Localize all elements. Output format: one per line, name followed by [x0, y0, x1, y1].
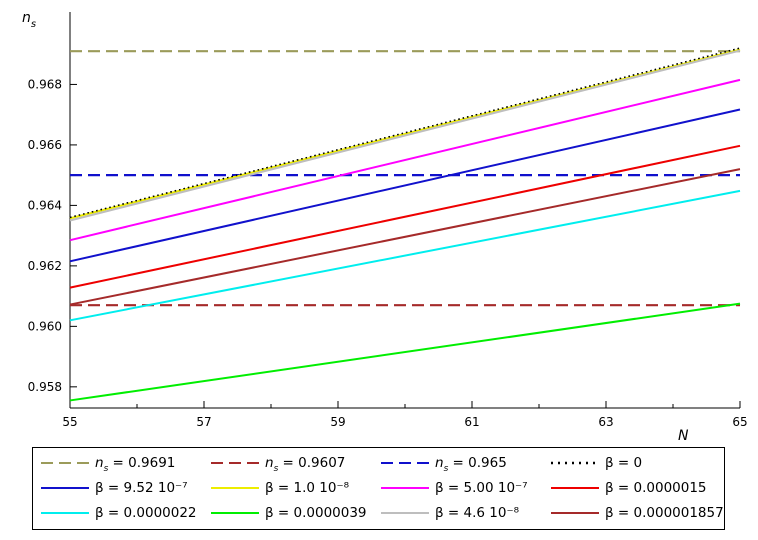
- y-tick-label: 0.958: [28, 380, 62, 394]
- y-tick-label: 0.962: [28, 259, 62, 273]
- y-tick-label: 0.964: [28, 198, 62, 212]
- legend-label: ns = 0.965: [435, 455, 507, 474]
- legend-entry: β = 5.00 10⁻⁷: [381, 478, 528, 498]
- x-tick-label: 65: [732, 415, 747, 429]
- series-line: [69, 302, 741, 402]
- series-line: [69, 49, 741, 222]
- y-tick-label: 0.960: [28, 319, 62, 333]
- chart-axes: [69, 12, 741, 409]
- legend-label: β = 1.0 10⁻⁸: [265, 480, 349, 496]
- legend-entry: β = 0.000001857: [551, 503, 724, 523]
- legend-label: β = 0.0000039: [265, 505, 367, 521]
- legend-entry: ns = 0.9607: [211, 453, 346, 474]
- x-tick-label: 55: [62, 415, 77, 429]
- legend-entry: ns = 0.9691: [41, 453, 176, 474]
- legend-label: β = 0: [605, 455, 643, 471]
- legend-label: ns = 0.9607: [265, 455, 346, 474]
- legend-swatch: [211, 487, 259, 489]
- legend-swatch: [211, 462, 259, 464]
- series-line: [69, 48, 741, 220]
- x-tick-label: 59: [330, 415, 345, 429]
- y-axis-label: ns: [22, 10, 36, 30]
- legend-swatch: [41, 512, 89, 514]
- chart-legend: ns = 0.9691 ns = 0.9607 ns = 0.965 β = 0 β =…: [32, 447, 725, 530]
- legend-entry: β = 0.0000015: [551, 478, 707, 498]
- legend-swatch: [41, 487, 89, 489]
- legend-swatch: [551, 512, 599, 514]
- legend-label: β = 0.0000015: [605, 480, 707, 496]
- chart-plot-area: 0.958 0.960 0.962 0.964 0.966 0.968 55 57 59 61 63…: [22, 10, 748, 444]
- legend-entry: β = 0.0000039: [211, 503, 367, 523]
- legend-swatch: [551, 487, 599, 489]
- legend-label: β = 4.6 10⁻⁸: [435, 505, 519, 521]
- chart-axis-labels: 0.958 0.960 0.962 0.964 0.966 0.968 55 57 59 61 63…: [22, 10, 748, 444]
- legend-entry: β = 0.0000022: [41, 503, 197, 523]
- x-tick-label: 61: [464, 415, 479, 429]
- x-tick-label: 57: [196, 415, 211, 429]
- legend-label: β = 9.52 10⁻⁷: [95, 480, 188, 496]
- legend-swatch: [381, 462, 429, 464]
- x-axis-label: N: [678, 428, 689, 444]
- legend-entry: β = 0: [551, 453, 642, 473]
- legend-swatch: [211, 512, 259, 514]
- legend-swatch: [41, 462, 89, 464]
- legend-swatch: [551, 461, 599, 465]
- series-line: [69, 108, 741, 263]
- legend-label: ns = 0.9691: [95, 455, 176, 474]
- y-tick-label: 0.966: [28, 138, 62, 152]
- legend-swatch: [381, 487, 429, 489]
- x-tick-label: 63: [598, 415, 613, 429]
- legend-swatch: [381, 512, 429, 514]
- legend-label: β = 5.00 10⁻⁷: [435, 480, 528, 496]
- series-line: [69, 189, 741, 322]
- legend-entry: β = 4.6 10⁻⁸: [381, 503, 519, 523]
- legend-label: β = 0.000001857: [605, 505, 724, 521]
- legend-entry: ns = 0.965: [381, 453, 507, 474]
- y-tick-label: 0.968: [28, 77, 62, 91]
- series-line: [69, 78, 741, 242]
- series-line: [69, 144, 741, 289]
- legend-label: β = 0.0000022: [95, 505, 197, 521]
- legend-entry: β = 1.0 10⁻⁸: [211, 478, 349, 498]
- legend-entry: β = 9.52 10⁻⁷: [41, 478, 188, 498]
- chart-series-lines: [69, 47, 741, 402]
- series-line: [69, 168, 741, 306]
